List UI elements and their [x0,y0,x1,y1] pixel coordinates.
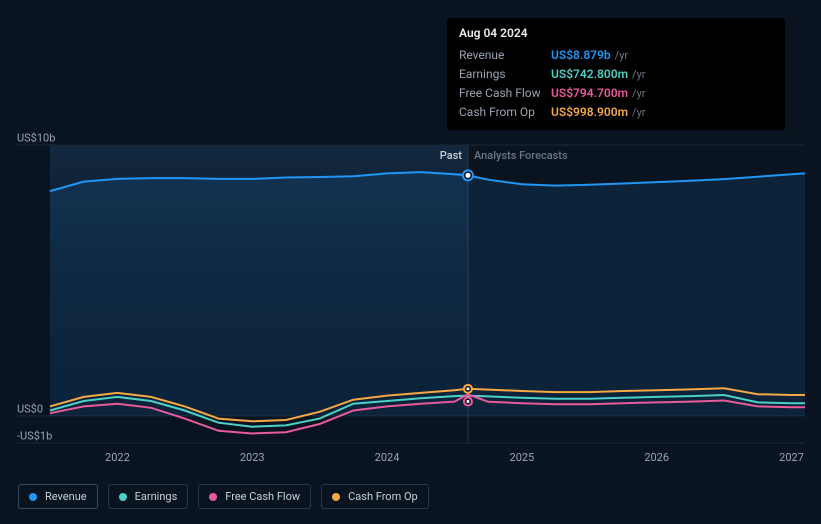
legend-item-revenue[interactable]: Revenue [18,484,98,509]
legend-item-fcf[interactable]: Free Cash Flow [198,484,311,509]
tooltip-row-unit: /yr [632,66,645,84]
legend-item-label: Revenue [45,490,87,503]
legend-dot-icon [332,493,340,501]
marker-fcf-inner [466,400,469,403]
chart-container: US$10b US$0 -US$1b 2022 2023 2024 2025 2026 202… [0,0,821,524]
series-area-revenue [50,172,805,416]
x-axis-label: 2023 [240,451,265,464]
tooltip: Aug 04 2024 RevenueUS$8.879b/yrEarningsU… [447,18,785,130]
x-axis-label: 2027 [779,451,804,464]
tooltip-row-unit: /yr [632,104,645,122]
y-axis-label: US$10b [17,132,67,145]
tooltip-row-value: US$794.700m [551,84,628,102]
tooltip-row-value: US$998.900m [551,103,628,121]
tooltip-row: RevenueUS$8.879b/yr [459,46,773,65]
legend-dot-icon [29,493,37,501]
tooltip-row: EarningsUS$742.800m/yr [459,65,773,84]
tooltip-row: Free Cash FlowUS$794.700m/yr [459,84,773,103]
marker-revenue-inner [465,173,470,178]
legend-dot-icon [119,493,127,501]
x-axis-label: 2022 [105,451,130,464]
y-axis-label: -US$1b [17,430,67,443]
tooltip-row: Cash From OpUS$998.900m/yr [459,103,773,122]
x-axis-label: 2024 [375,451,400,464]
tooltip-row-label: Free Cash Flow [459,84,551,102]
section-label-forecasts: Analysts Forecasts [474,149,568,162]
x-axis-label: 2025 [510,451,535,464]
tooltip-row-label: Earnings [459,65,551,83]
tooltip-date: Aug 04 2024 [459,26,773,40]
tooltip-row-value: US$8.879b [551,46,611,64]
legend-dot-icon [209,493,217,501]
legend-item-label: Cash From Op [348,490,418,503]
tooltip-row-unit: /yr [615,47,628,65]
tooltip-row-unit: /yr [632,85,645,103]
legend-item-label: Free Cash Flow [225,490,300,503]
y-axis-label: US$0 [17,402,67,415]
legend-item-earnings[interactable]: Earnings [108,484,189,509]
legend-item-label: Earnings [135,490,178,503]
section-label-past: Past [440,149,462,162]
x-axis-label: 2026 [644,451,669,464]
tooltip-row-value: US$742.800m [551,65,628,83]
tooltip-row-label: Cash From Op [459,103,551,121]
legend: Revenue Earnings Free Cash Flow Cash From O… [18,484,429,509]
marker-cfo-inner [466,387,469,390]
tooltip-row-label: Revenue [459,46,551,64]
legend-item-cfo[interactable]: Cash From Op [321,484,429,509]
